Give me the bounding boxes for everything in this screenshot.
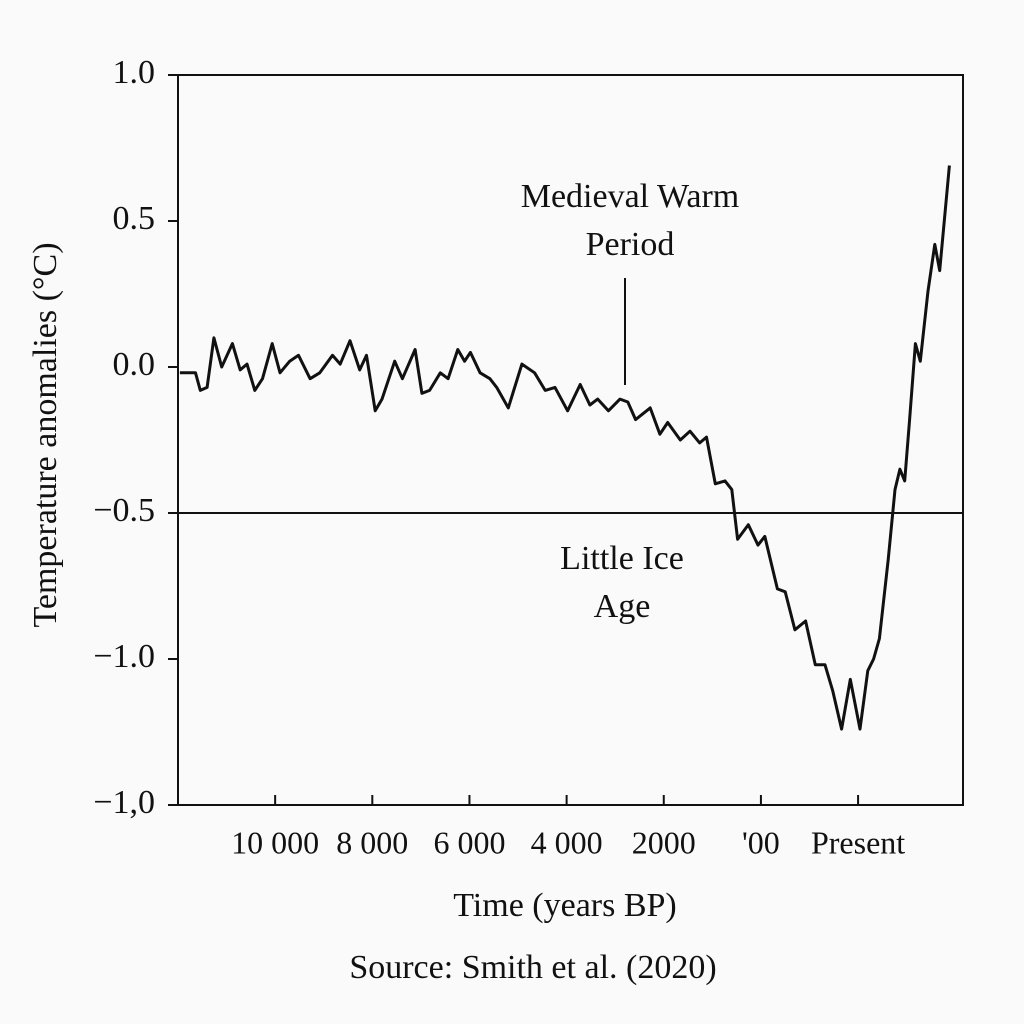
source: Source: Smith et al. (2020) (349, 949, 716, 986)
x-tick-label: 8 000 (336, 824, 408, 860)
annotation: Period (586, 226, 675, 263)
y-tick-label: 1.0 (113, 54, 156, 91)
x-tick-label: 10 000 (231, 824, 319, 860)
plot-frame (177, 74, 964, 806)
x-tick-label: '00 (742, 824, 780, 860)
annotation: Medieval Warm (521, 178, 740, 215)
annotation: Age (594, 588, 651, 625)
annotation: Little Ice (560, 540, 684, 577)
x-tick-label: Present (811, 824, 905, 860)
x-tick-label: 2000 (632, 824, 696, 860)
x-tick-label: 4 000 (531, 824, 603, 860)
x-axis-label: Time (years BP) (453, 887, 677, 924)
y-tick-label: −1,0 (93, 784, 155, 821)
x-tick-label: 6 000 (433, 824, 505, 860)
y-axis-label: Temperature anomalies (°C) (27, 242, 64, 627)
y-tick-label: 0.5 (113, 200, 156, 237)
y-tick-label: −1.0 (93, 638, 155, 675)
data-line (179, 165, 951, 731)
y-tick-label: −0.5 (93, 492, 155, 529)
y-tick-label: 0.0 (113, 346, 156, 383)
